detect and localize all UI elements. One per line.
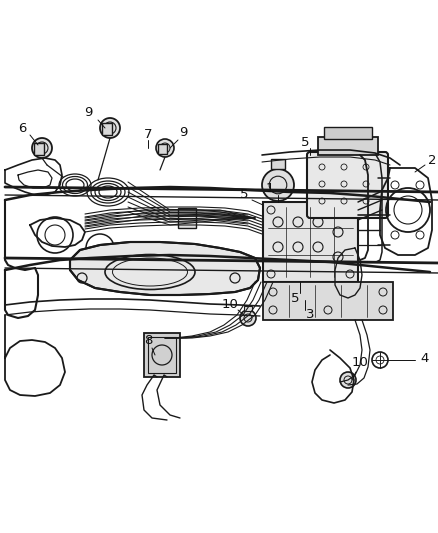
Text: 9: 9 <box>179 126 187 140</box>
Text: 5: 5 <box>291 292 299 304</box>
Bar <box>263 202 358 282</box>
Text: 6: 6 <box>18 122 26 134</box>
Bar <box>102 123 112 135</box>
Bar <box>34 143 44 155</box>
Text: 2: 2 <box>428 154 436 166</box>
Text: 5: 5 <box>240 189 248 201</box>
Text: 5: 5 <box>301 135 309 149</box>
Bar <box>144 333 180 377</box>
Bar <box>148 337 176 373</box>
Text: 7: 7 <box>144 128 152 141</box>
Text: 9: 9 <box>84 106 92 118</box>
Text: 1: 1 <box>266 182 274 195</box>
Bar <box>158 144 167 154</box>
FancyBboxPatch shape <box>307 152 388 218</box>
Bar <box>271 159 285 169</box>
Bar <box>244 306 252 311</box>
Circle shape <box>340 372 356 388</box>
Bar <box>263 282 393 320</box>
Circle shape <box>240 310 256 326</box>
Bar <box>178 208 196 228</box>
Circle shape <box>262 169 294 201</box>
Bar <box>318 137 378 155</box>
Text: 8: 8 <box>144 334 152 346</box>
Circle shape <box>32 138 52 158</box>
Text: 10: 10 <box>352 357 368 369</box>
Text: 10: 10 <box>222 298 238 311</box>
Bar <box>324 127 372 139</box>
Text: 3: 3 <box>306 309 314 321</box>
Circle shape <box>100 118 120 138</box>
Polygon shape <box>70 242 260 295</box>
Circle shape <box>156 139 174 157</box>
Text: 4: 4 <box>421 351 429 365</box>
